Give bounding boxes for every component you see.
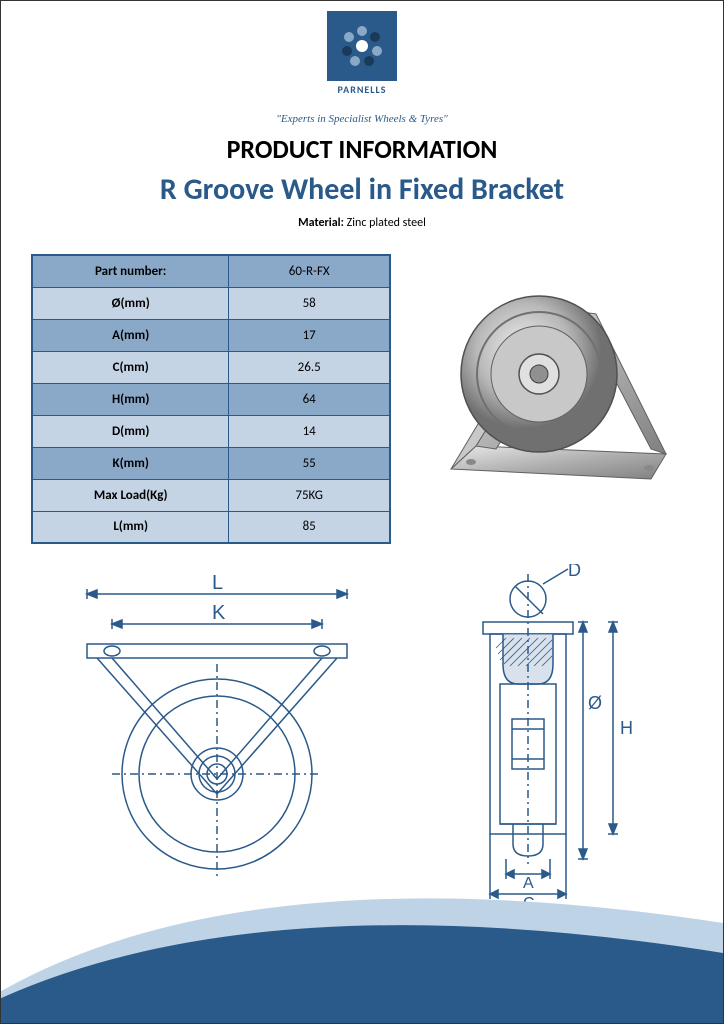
product-title: R Groove Wheel in Fixed Bracket [1, 171, 723, 208]
spec-label: K(mm) [32, 447, 229, 479]
spec-value: 55 [229, 447, 390, 479]
spec-value: 26.5 [229, 351, 390, 383]
brand-header: PARNELLS "Experts in Specialist Wheels &… [1, 1, 723, 125]
page-title: PRODUCT INFORMATION [1, 133, 723, 165]
material-label: Material: [298, 216, 344, 230]
table-row: A(mm)17 [32, 319, 390, 351]
table-row: H(mm)64 [32, 383, 390, 415]
spec-table: Part number:60-R-FXØ(mm)58A(mm)17C(mm)26… [31, 254, 391, 544]
dim-label-k: K [212, 602, 226, 624]
dim-label-h: H [620, 718, 633, 738]
dim-label-d: D [568, 564, 581, 580]
spec-value: 64 [229, 383, 390, 415]
dim-label-a: A [523, 875, 534, 892]
dim-label-dia: Ø [588, 693, 602, 713]
dim-label-c: C [523, 895, 535, 904]
dim-label-l: L [212, 572, 223, 594]
spec-label: L(mm) [32, 511, 229, 543]
diagram-side: D Ø H A C [428, 564, 668, 904]
table-row: Part number:60-R-FX [32, 255, 390, 287]
diagram-front: L K [57, 564, 377, 884]
spec-value: 60-R-FX [229, 255, 390, 287]
spec-value: 17 [229, 319, 390, 351]
spec-value: 58 [229, 287, 390, 319]
spec-label: Max Load(Kg) [32, 479, 229, 511]
material-line: Material: Zinc plated steel [1, 216, 723, 230]
material-value: Zinc plated steel [347, 216, 426, 230]
spec-label: C(mm) [32, 351, 229, 383]
table-row: K(mm)55 [32, 447, 390, 479]
brand-tagline: "Experts in Specialist Wheels & Tyres" [1, 113, 723, 125]
table-row: Max Load(Kg)75KG [32, 479, 390, 511]
spec-label: H(mm) [32, 383, 229, 415]
brand-logo: PARNELLS [302, 11, 422, 111]
spec-label: A(mm) [32, 319, 229, 351]
spec-value: 14 [229, 415, 390, 447]
table-row: L(mm)85 [32, 511, 390, 543]
spec-label: D(mm) [32, 415, 229, 447]
spec-label: Part number: [32, 255, 229, 287]
table-row: D(mm)14 [32, 415, 390, 447]
brand-name: PARNELLS [302, 83, 422, 96]
spec-value: 75KG [229, 479, 390, 511]
table-row: Ø(mm)58 [32, 287, 390, 319]
technical-diagrams: L K [1, 564, 723, 904]
product-photo [421, 254, 681, 514]
spec-value: 85 [229, 511, 390, 543]
spec-label: Ø(mm) [32, 287, 229, 319]
logo-mark [337, 21, 387, 71]
table-row: C(mm)26.5 [32, 351, 390, 383]
